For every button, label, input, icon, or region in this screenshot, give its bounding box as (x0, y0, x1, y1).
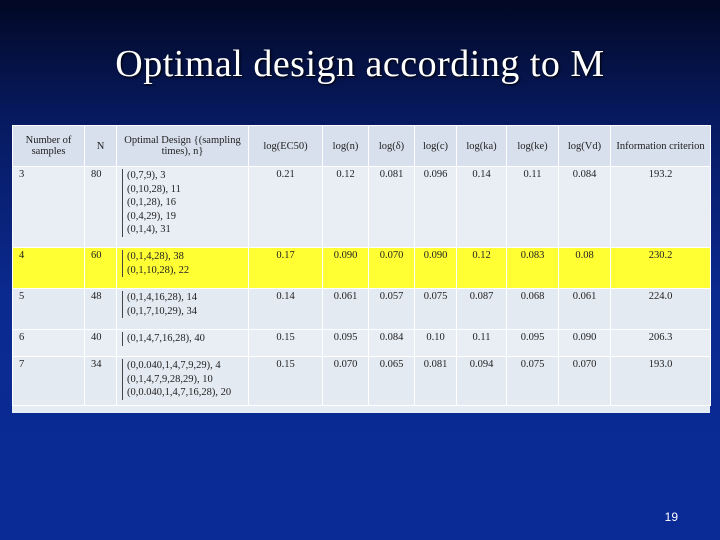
design-line: (0,10,28), 11 (122, 182, 245, 196)
page-number: 19 (664, 510, 678, 524)
header-cell: log(n) (322, 125, 369, 167)
value-cell: 0.057 (368, 288, 415, 330)
n-cell: 40 (84, 329, 117, 357)
results-table: Number of samples N Optimal Design {(sam… (12, 125, 711, 406)
value-cell: 193.2 (610, 166, 711, 248)
n-cell: 60 (84, 247, 117, 289)
design-line: (0,1,7,10,29), 34 (122, 304, 245, 318)
header-cell: Optimal Design {(sampling times), n} (116, 125, 249, 167)
value-cell: 0.084 (368, 329, 415, 357)
value-cell: 0.090 (558, 329, 611, 357)
design-line: (0,0.040,1,4,7,16,28), 20 (122, 386, 245, 400)
table-row: 7 34 (0,0.040,1,4,7,9,29), 4 (0,1,4,7,9,… (12, 356, 711, 406)
samples-cell: 3 (12, 166, 85, 248)
table-row: 6 40 (0,1,4,7,16,28), 40 0.15 0.095 0.08… (12, 329, 711, 357)
design-cell: (0,7,9), 3 (0,10,28), 11 (0,1,28), 16 (0… (116, 166, 249, 248)
design-line: (0,0.040,1,4,7,9,29), 4 (122, 359, 245, 373)
value-cell: 0.070 (368, 247, 415, 289)
header-cell: Number of samples (12, 125, 85, 167)
value-cell: 0.061 (322, 288, 369, 330)
value-cell: 0.10 (414, 329, 457, 357)
value-cell: 0.061 (558, 288, 611, 330)
samples-cell: 7 (12, 356, 85, 406)
value-cell: 0.12 (456, 247, 507, 289)
value-cell: 0.14 (248, 288, 323, 330)
design-line: (0,1,28), 16 (122, 196, 245, 210)
value-cell: 0.096 (414, 166, 457, 248)
value-cell: 0.081 (414, 356, 457, 406)
n-cell: 48 (84, 288, 117, 330)
table-row-highlighted: 4 60 (0,1,4,28), 38 (0,1,10,28), 22 0.17… (12, 247, 711, 289)
design-cell: (0,1,4,7,16,28), 40 (116, 329, 249, 357)
value-cell: 0.094 (456, 356, 507, 406)
header-cell: log(Vd) (558, 125, 611, 167)
n-cell: 80 (84, 166, 117, 248)
value-cell: 0.15 (248, 329, 323, 357)
value-cell: 0.12 (322, 166, 369, 248)
design-cell: (0,1,4,16,28), 14 (0,1,7,10,29), 34 (116, 288, 249, 330)
design-line: (0,7,9), 3 (122, 169, 245, 183)
header-cell: log(ka) (456, 125, 507, 167)
value-cell: 0.081 (368, 166, 415, 248)
table-row: 5 48 (0,1,4,16,28), 14 (0,1,7,10,29), 34… (12, 288, 711, 330)
header-cell: log(δ) (368, 125, 415, 167)
value-cell: 206.3 (610, 329, 711, 357)
table-header-row: Number of samples N Optimal Design {(sam… (12, 125, 711, 167)
value-cell: 0.095 (322, 329, 369, 357)
design-line: (0,1,4,7,16,28), 40 (122, 332, 245, 346)
value-cell: 0.084 (558, 166, 611, 248)
header-cell: N (84, 125, 117, 167)
header-cell: log(ke) (506, 125, 559, 167)
value-cell: 0.090 (322, 247, 369, 289)
value-cell: 0.068 (506, 288, 559, 330)
value-cell: 0.075 (506, 356, 559, 406)
value-cell: 0.070 (322, 356, 369, 406)
design-line: (0,1,4,7,9,28,29), 10 (122, 372, 245, 386)
value-cell: 0.065 (368, 356, 415, 406)
table-row: 3 80 (0,7,9), 3 (0,10,28), 11 (0,1,28), … (12, 166, 711, 248)
samples-cell: 6 (12, 329, 85, 357)
value-cell: 0.17 (248, 247, 323, 289)
value-cell: 0.11 (506, 166, 559, 248)
slide-title: Optimal design according to M (115, 43, 605, 85)
value-cell: 0.075 (414, 288, 457, 330)
header-cell: log(c) (414, 125, 457, 167)
design-line: (0,1,4,28), 38 (122, 250, 245, 264)
design-cell: (0,1,4,28), 38 (0,1,10,28), 22 (116, 247, 249, 289)
value-cell: 0.095 (506, 329, 559, 357)
value-cell: 0.090 (414, 247, 457, 289)
design-line: (0,1,4), 31 (122, 223, 245, 237)
samples-cell: 5 (12, 288, 85, 330)
value-cell: 224.0 (610, 288, 711, 330)
header-cell: log(EC50) (248, 125, 323, 167)
value-cell: 0.15 (248, 356, 323, 406)
value-cell: 230.2 (610, 247, 711, 289)
value-cell: 0.11 (456, 329, 507, 357)
value-cell: 0.14 (456, 166, 507, 248)
results-table-container: Number of samples N Optimal Design {(sam… (12, 125, 711, 413)
header-cell: Information criterion (610, 125, 711, 167)
design-line: (0,1,10,28), 22 (122, 263, 245, 277)
design-cell: (0,0.040,1,4,7,9,29), 4 (0,1,4,7,9,28,29… (116, 356, 249, 406)
design-line: (0,1,4,16,28), 14 (122, 291, 245, 305)
value-cell: 193.0 (610, 356, 711, 406)
value-cell: 0.083 (506, 247, 559, 289)
design-line: (0,4,29), 19 (122, 209, 245, 223)
value-cell: 0.070 (558, 356, 611, 406)
samples-cell: 4 (12, 247, 85, 289)
value-cell: 0.21 (248, 166, 323, 248)
value-cell: 0.08 (558, 247, 611, 289)
n-cell: 34 (84, 356, 117, 406)
value-cell: 0.087 (456, 288, 507, 330)
